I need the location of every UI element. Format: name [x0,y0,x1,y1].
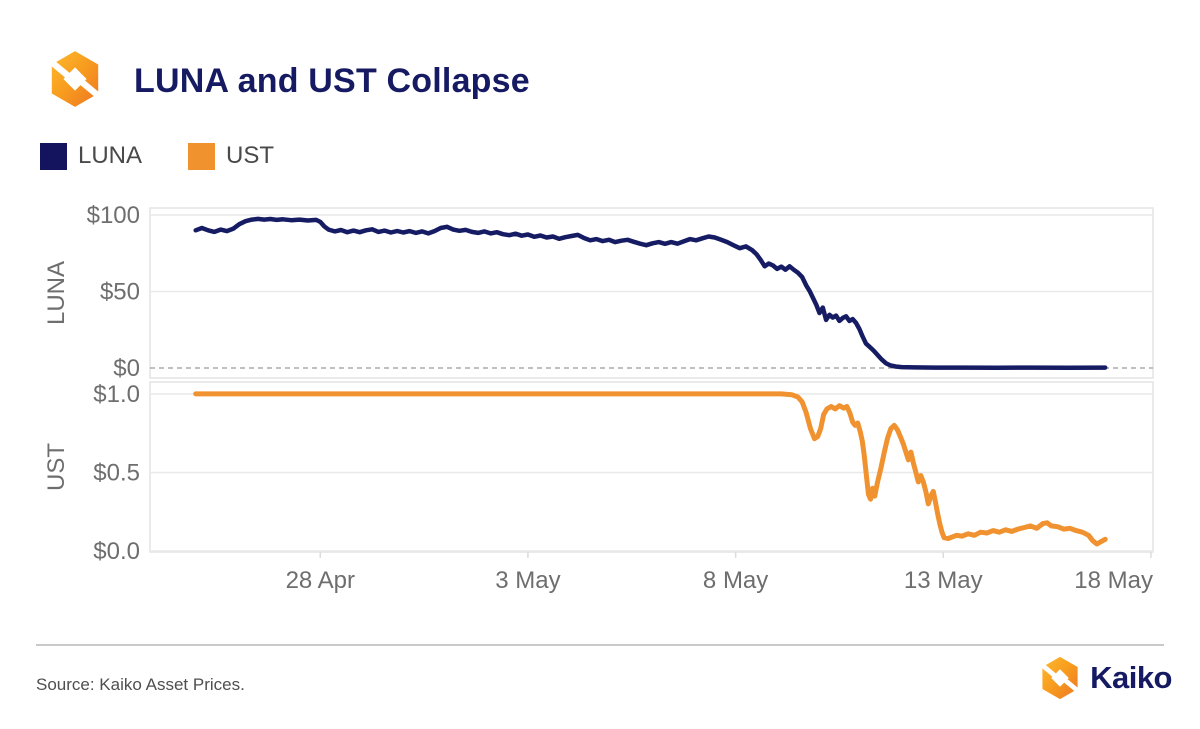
luna-legend-label: LUNA [78,142,143,169]
ust-color-swatch [188,142,216,170]
page-title: LUNA and UST Collapse [134,62,530,100]
y-tick-label: $0.5 [93,459,140,486]
kaiko-logo-icon [1038,656,1082,700]
panel-ust: $1.0 $0.5 $0.0 UST [43,381,1154,565]
source-text: Source: Kaiko Asset Prices. [36,675,245,694]
footer-brand: Kaiko [1038,656,1172,700]
kaiko-wordmark: Kaiko [1090,660,1172,695]
panel-luna: $100 $50 $0 LUNA [43,202,1154,382]
axis-title-luna: LUNA [43,261,70,325]
legend-item-ust: UST [188,142,274,170]
y-tick-label: $0 [113,355,140,382]
ust-legend-label: UST [226,142,275,169]
panel-border [149,381,1154,553]
footer-divider [36,644,1164,646]
x-tick-label: 13 May [904,567,983,594]
x-tick-label: 8 May [703,567,768,594]
y-tick-label: $50 [100,279,140,306]
luna-color-swatch [40,142,67,170]
x-tick-label: 18 May [1074,567,1153,594]
ust-series-line [193,391,1108,547]
y-tick-label: $100 [87,202,140,229]
panel-border [149,207,1154,379]
kaiko-logo-icon [46,50,104,108]
axis-title-ust: UST [43,443,70,491]
x-tick-label: 28 Apr [286,567,355,594]
x-tick-label: 3 May [495,567,560,594]
luna-series-line [193,216,1108,370]
y-tick-label: $1.0 [93,381,140,408]
legend: LUNA UST [40,142,274,170]
y-tick-label: $0.0 [93,538,140,565]
price-chart: $100 $50 $0 LUNA $1.0 $0.5 $0.0 UST 28 Apr 3 May 8… [43,202,1154,594]
legend-item-luna: LUNA [40,142,142,170]
